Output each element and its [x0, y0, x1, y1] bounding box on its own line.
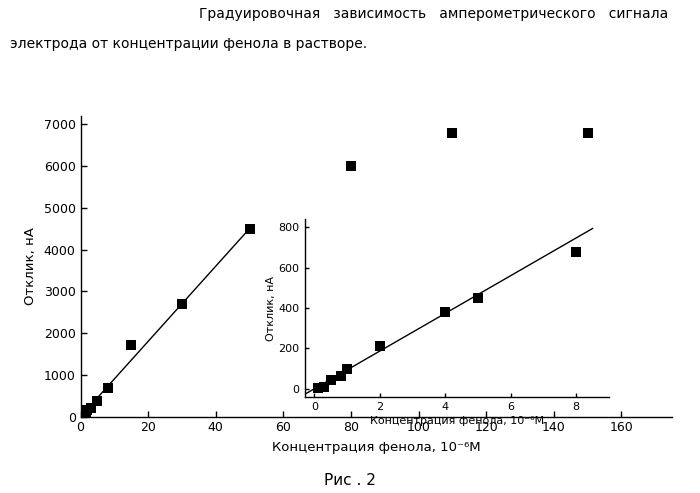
Point — [80, 409, 91, 417]
Point — [78, 411, 90, 419]
Point — [447, 129, 458, 137]
Point — [570, 247, 582, 255]
X-axis label: Концентрация фенола, 10⁻⁶М: Концентрация фенола, 10⁻⁶М — [370, 416, 544, 426]
Point — [76, 412, 87, 420]
Point — [82, 406, 93, 414]
Point — [102, 384, 113, 392]
Text: электрода от концентрации фенола в растворе.: электрода от концентрации фенола в раств… — [10, 37, 368, 51]
Text: Градуировочная   зависимость   амперометрического   сигнала: Градуировочная зависимость амперометриче… — [199, 7, 668, 21]
Point — [125, 341, 136, 349]
Point — [312, 384, 323, 392]
Y-axis label: Отклик, нА: Отклик, нА — [266, 276, 276, 341]
Point — [335, 372, 346, 380]
Point — [374, 343, 386, 351]
Point — [342, 365, 353, 373]
Point — [318, 383, 330, 391]
Text: Рис . 2: Рис . 2 — [324, 473, 376, 488]
Point — [345, 162, 356, 170]
Point — [85, 404, 96, 412]
Point — [325, 376, 336, 384]
Point — [92, 397, 103, 405]
Y-axis label: Отклик, нА: Отклик, нА — [24, 227, 36, 305]
Point — [244, 225, 255, 233]
Point — [582, 129, 593, 137]
Point — [76, 412, 88, 420]
Point — [473, 294, 484, 302]
Point — [440, 308, 451, 316]
Point — [176, 300, 188, 308]
X-axis label: Концентрация фенола, 10⁻⁶М: Концентрация фенола, 10⁻⁶М — [272, 441, 481, 455]
